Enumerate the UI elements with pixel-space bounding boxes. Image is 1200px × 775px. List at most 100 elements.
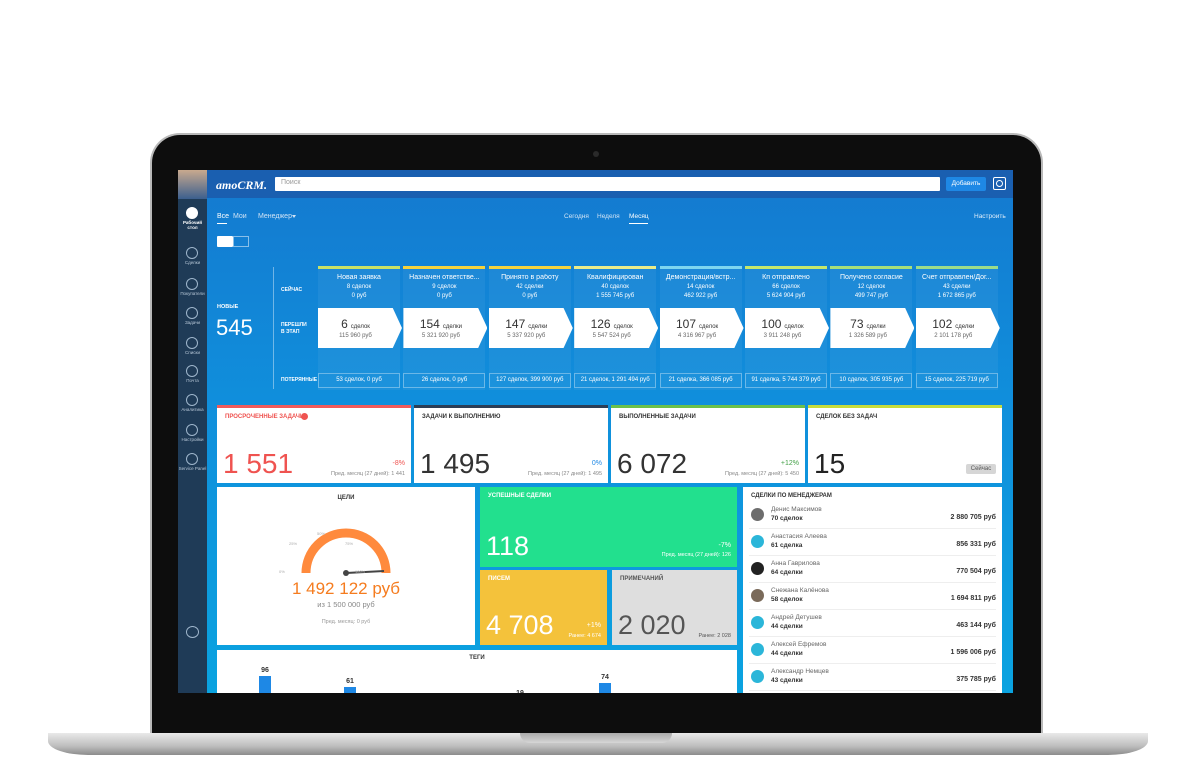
stage-moved-unit: сделки xyxy=(866,324,886,330)
stage-card[interactable]: 107 сделок 4 316 967 руб xyxy=(659,308,744,348)
stage-name[interactable]: Получено согласие xyxy=(840,274,903,281)
stage-name[interactable]: Квалифицирован xyxy=(586,274,644,281)
stage-now-sum: 1 555 745 руб xyxy=(596,293,635,299)
filter-tab[interactable]: Все xyxy=(217,213,230,220)
stage-name[interactable]: Назначен ответстве... xyxy=(409,274,480,281)
row-separator xyxy=(749,528,996,529)
letters-card-title: ПИСЕМ xyxy=(488,576,510,582)
search-box[interactable] xyxy=(275,177,940,191)
stage-name[interactable]: Демонстрация/встр... xyxy=(665,274,736,281)
stage-moved-unit: сделки xyxy=(442,324,462,330)
gauge-needle xyxy=(345,570,385,574)
view-toggle-pipeline[interactable] xyxy=(217,236,233,247)
stage-moved-unit: сделки xyxy=(955,324,975,330)
stage-lost: 21 сделка, 366 085 руб xyxy=(659,373,742,388)
sidebar-label[interactable]: Сделки xyxy=(184,260,201,265)
stage-top-border xyxy=(403,266,486,269)
manager-name[interactable]: Александр Немцев xyxy=(771,668,829,675)
sidebar-label[interactable]: Покупатели xyxy=(180,291,205,296)
period-tab[interactable]: Сегодня xyxy=(564,213,589,220)
sidebar-label[interactable]: Service Panel xyxy=(178,466,207,471)
stage-name[interactable]: Кп отправлено xyxy=(762,274,810,281)
sidebar-icon[interactable] xyxy=(186,365,198,377)
stage-now-deals: 8 сделок xyxy=(346,284,372,290)
manager-deals: 58 сделок xyxy=(771,596,803,603)
period-tab[interactable]: Неделя xyxy=(597,213,620,220)
filter-tab[interactable]: Мои xyxy=(233,213,247,220)
sidebar-label[interactable]: Списки xyxy=(185,350,200,355)
stage-name[interactable]: Счет отправлен/Дог... xyxy=(922,274,992,281)
view-toggle-chart[interactable] xyxy=(233,236,249,247)
clock-button[interactable] xyxy=(993,177,1006,190)
tag-bar xyxy=(599,682,611,693)
row-separator xyxy=(749,636,996,637)
manager-name[interactable]: Андрей Детушев xyxy=(771,614,822,621)
stage-now-sum: 0 руб xyxy=(351,293,367,299)
stage-top-border xyxy=(574,266,657,269)
stage-card[interactable]: 6 сделок 115 960 руб xyxy=(318,308,402,348)
sidebar-icon[interactable] xyxy=(186,453,198,465)
row-label-lost: ПОТЕРЯННЫЕ xyxy=(281,377,318,383)
sidebar-icon[interactable] xyxy=(186,207,198,219)
add-button[interactable]: Добавить xyxy=(946,177,986,191)
row-separator xyxy=(749,663,996,664)
manager-name[interactable]: Анна Гаврилова xyxy=(771,560,820,567)
stage-card[interactable]: 147 сделки 5 337 920 руб xyxy=(488,308,573,348)
sidebar-icon[interactable] xyxy=(186,337,198,349)
sidebar-label[interactable]: Задачи xyxy=(184,320,201,325)
stage-name[interactable]: Новая заявка xyxy=(337,274,381,281)
manager-name[interactable]: Алексей Ефремов xyxy=(771,641,827,648)
manager-avatar xyxy=(751,670,764,683)
stage-card[interactable]: 73 сделки 1 326 589 руб xyxy=(830,308,915,348)
stage-moved: 102 сделки xyxy=(916,315,991,333)
stage-moved-sum: 1 326 589 руб xyxy=(848,333,887,339)
kpi-previous: Пред. месяц (27 дней): 5 450 xyxy=(725,471,799,477)
settings-link[interactable]: Настроить xyxy=(974,213,1006,220)
kpi-card: ЗАДАЧИ К ВЫПОЛНЕНИЮ 1 495 0% Пред. месяц (2… xyxy=(414,405,608,483)
sidebar-icon[interactable] xyxy=(186,424,198,436)
kpi-previous: Пред. месяц (27 дней): 1 495 xyxy=(528,471,602,477)
stage-moved: 6 сделок xyxy=(318,315,393,333)
letters-card-change: +1% xyxy=(586,622,601,629)
stage-card[interactable]: 126 сделок 5 547 524 руб xyxy=(574,308,659,348)
period-tab[interactable]: Месяц xyxy=(629,213,649,220)
sidebar-label[interactable]: Рабочий стол xyxy=(182,220,202,230)
stage-name[interactable]: Принято в работу xyxy=(501,274,559,281)
logo[interactable]: amoCRM. xyxy=(216,178,268,192)
clock-icon xyxy=(996,180,1003,187)
gauge-scale-label: 50% xyxy=(317,531,326,536)
row-separator xyxy=(749,609,996,610)
stage-top-border xyxy=(318,266,400,269)
stage-top-border xyxy=(915,266,998,269)
row-separator xyxy=(749,555,996,556)
sidebar-label[interactable]: Почта xyxy=(186,378,199,383)
now-button[interactable]: Сейчас xyxy=(966,464,996,474)
letters-card: ПИСЕМ 4 708 +1% Ранее: 4 674 xyxy=(480,570,607,645)
stage-moved-sum: 115 960 руб xyxy=(339,333,372,339)
chat-icon[interactable] xyxy=(186,626,199,638)
user-avatar[interactable] xyxy=(178,170,207,199)
sidebar-label[interactable]: Аналитика xyxy=(181,407,204,412)
search-placeholder: Поиск xyxy=(281,179,301,186)
stage-moved-sum: 5 321 920 руб xyxy=(421,333,460,339)
manager-name[interactable]: Денис Максимов xyxy=(771,506,822,513)
successful-card-title: УСПЕШНЫЕ СДЕЛКИ xyxy=(488,493,551,499)
kpi-value: 1 495 xyxy=(420,448,491,479)
stage-top-border xyxy=(830,266,913,269)
sidebar-label[interactable]: Настройки xyxy=(181,437,204,442)
manager-name[interactable]: Снежана Калёнова xyxy=(771,587,829,594)
stage-now-sum: 5 624 904 руб xyxy=(766,293,806,299)
kpi-title: ВЫПОЛНЕННЫЕ ЗАДАЧИ xyxy=(619,414,696,420)
stage-card[interactable]: 102 сделки 2 101 178 руб xyxy=(915,308,1000,348)
stage-moved-sum: 5 337 920 руб xyxy=(507,333,546,339)
filter-tab[interactable]: Менеджер xyxy=(258,213,292,220)
sidebar-icon[interactable] xyxy=(186,278,198,290)
stage-card[interactable]: 100 сделок 3 911 248 руб xyxy=(745,308,829,348)
managers-title: СДЕЛКИ ПО МЕНЕДЖЕРАМ xyxy=(751,493,832,499)
sidebar-icon[interactable] xyxy=(186,247,198,259)
sidebar-icon[interactable] xyxy=(186,307,198,319)
stage-card[interactable]: 154 сделки 5 321 920 руб xyxy=(403,308,488,348)
sidebar-icon[interactable] xyxy=(186,394,198,406)
manager-name[interactable]: Анастасия Алеева xyxy=(771,533,827,540)
manager-sum: 2 880 705 руб xyxy=(950,514,997,521)
